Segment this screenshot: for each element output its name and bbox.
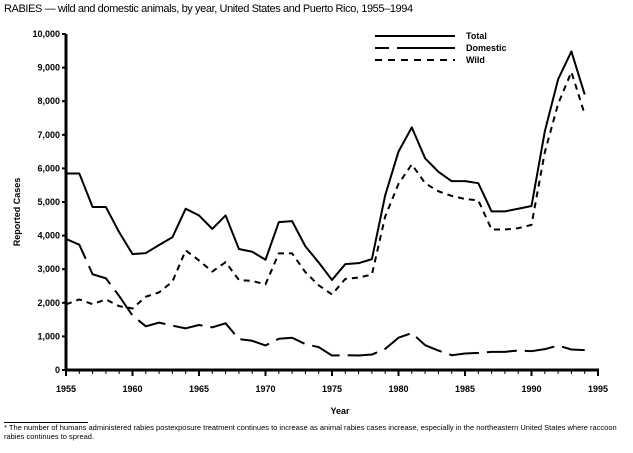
x-tick-label: 1985	[455, 384, 475, 394]
x-tick-label: 1955	[56, 384, 76, 394]
y-tick-label: 10,000	[32, 29, 60, 39]
x-tick-label: 1965	[189, 384, 209, 394]
y-tick-label: 8,000	[37, 96, 60, 106]
y-tick-label: 9,000	[37, 63, 60, 73]
chart-title: RABIES — wild and domestic animals, by y…	[4, 3, 413, 15]
x-tick-label: 1990	[521, 384, 541, 394]
x-tick-label: 1995	[588, 384, 608, 394]
y-axis-label: Reported Cases	[12, 178, 22, 247]
x-tick-label: 1975	[322, 384, 342, 394]
series-line-total	[66, 50, 586, 281]
footnote-rule	[4, 422, 88, 423]
y-tick-label: 3,000	[37, 264, 60, 274]
series-line-domestic	[65, 238, 585, 357]
y-tick-label: 0	[55, 365, 60, 375]
y-tick-label: 5,000	[37, 197, 60, 207]
footnote: * The number of humans administered rabi…	[4, 423, 617, 441]
legend-label-wild: Wild	[466, 55, 485, 65]
y-tick-label: 2,000	[37, 298, 60, 308]
x-axis-label: Year	[330, 406, 350, 416]
x-tick-label: 1960	[122, 384, 142, 394]
series-line-wild	[65, 70, 586, 310]
y-tick-label: 7,000	[37, 130, 60, 140]
legend-label-domestic: Domestic	[466, 43, 507, 53]
y-tick-label: 1,000	[37, 331, 60, 341]
y-tick-label: 6,000	[37, 163, 60, 173]
x-tick-label: 1970	[255, 384, 275, 394]
legend-label-total: Total	[466, 31, 487, 41]
y-tick-label: 4,000	[37, 231, 60, 241]
x-tick-label: 1980	[388, 384, 408, 394]
